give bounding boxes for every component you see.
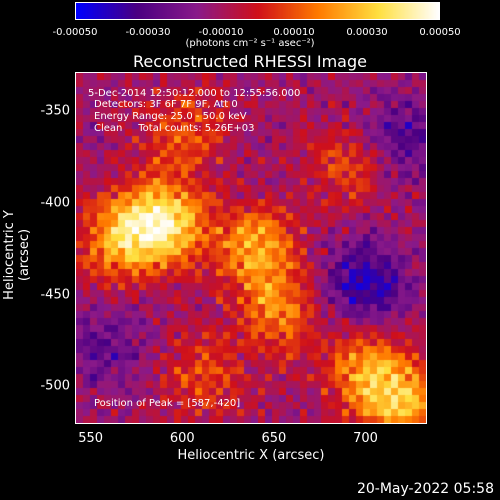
annotation-method: Clean Total counts: 5.26E+03	[94, 123, 255, 134]
colorbar-tick-label: -0.00010	[198, 27, 244, 38]
x-tick-label: 700	[353, 431, 378, 446]
plot-frame	[75, 72, 427, 424]
timestamp: 20-May-2022 05:58	[356, 481, 494, 497]
y-tick-label: -500	[40, 378, 70, 394]
colorbar-tick-label: 0.00030	[346, 27, 388, 38]
colorbar-units: (photons cm⁻² s⁻¹ asec⁻²)	[185, 38, 315, 49]
colorbar	[75, 2, 440, 22]
x-tick-label: 600	[169, 431, 195, 446]
annotation-energy: Energy Range: 25.0 - 50.0 keV	[94, 111, 247, 122]
heatmap-image	[76, 73, 426, 423]
x-tick-label: 650	[261, 431, 287, 446]
colorbar-tick-label: 0.00050	[419, 27, 461, 38]
colorbar-tick-label: 0.00010	[273, 27, 315, 38]
annotation-time: 5-Dec-2014 12:50:12.000 to 12:55:56.000	[88, 88, 301, 99]
y-axis-label: Heliocentric Y (arcsec)	[2, 210, 32, 300]
y-tick-label: -450	[40, 287, 70, 303]
x-axis-label: Heliocentric X (arcsec)	[177, 448, 325, 463]
colorbar-gradient	[75, 2, 440, 20]
colorbar-tick-label: -0.00050	[52, 27, 98, 38]
x-tick-label: 550	[78, 431, 104, 446]
annotation-peak: Position of Peak = [587,-420]	[94, 398, 241, 409]
colorbar-tick-label: -0.00030	[125, 27, 171, 38]
y-tick-label: -350	[40, 103, 70, 119]
y-tick-label: -400	[40, 195, 70, 211]
annotation-detectors: Detectors: 3F 6F 7F 9F, Att 0	[94, 99, 238, 110]
chart-title: Reconstructed RHESSI Image	[133, 52, 367, 71]
